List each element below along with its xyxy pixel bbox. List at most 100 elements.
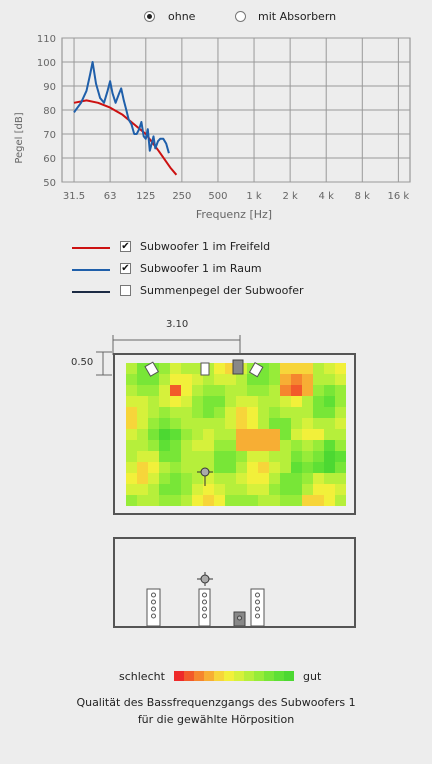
heatmap-cell[interactable]: [170, 363, 181, 374]
heatmap-cell[interactable]: [280, 396, 291, 407]
heatmap-cell[interactable]: [291, 385, 302, 396]
heatmap-cell[interactable]: [126, 473, 137, 484]
listening-position-icon[interactable]: [197, 467, 213, 486]
heatmap-cell[interactable]: [324, 363, 335, 374]
quality-heatmap[interactable]: [126, 363, 346, 506]
heatmap-cell[interactable]: [192, 385, 203, 396]
heatmap-cell[interactable]: [258, 462, 269, 473]
heatmap-cell[interactable]: [137, 451, 148, 462]
heatmap-cell[interactable]: [170, 385, 181, 396]
heatmap-cell[interactable]: [236, 484, 247, 495]
heatmap-cell[interactable]: [258, 440, 269, 451]
heatmap-cell[interactable]: [203, 473, 214, 484]
heatmap-cell[interactable]: [291, 440, 302, 451]
heatmap-cell[interactable]: [335, 473, 346, 484]
heatmap-cell[interactable]: [313, 462, 324, 473]
heatmap-cell[interactable]: [170, 440, 181, 451]
heatmap-cell[interactable]: [203, 484, 214, 495]
heatmap-cell[interactable]: [214, 484, 225, 495]
heatmap-cell[interactable]: [192, 462, 203, 473]
heatmap-cell[interactable]: [181, 495, 192, 506]
heatmap-cell[interactable]: [236, 418, 247, 429]
heatmap-cell[interactable]: [159, 396, 170, 407]
heatmap-cell[interactable]: [335, 429, 346, 440]
heatmap-cell[interactable]: [148, 429, 159, 440]
heatmap-cell[interactable]: [225, 495, 236, 506]
heatmap-cell[interactable]: [335, 363, 346, 374]
heatmap-cell[interactable]: [324, 374, 335, 385]
heatmap-cell[interactable]: [302, 462, 313, 473]
heatmap-cell[interactable]: [181, 462, 192, 473]
heatmap-cell[interactable]: [225, 374, 236, 385]
heatmap-cell[interactable]: [313, 484, 324, 495]
heatmap-cell[interactable]: [192, 374, 203, 385]
heatmap-cell[interactable]: [225, 484, 236, 495]
heatmap-cell[interactable]: [247, 418, 258, 429]
heatmap-cell[interactable]: [203, 418, 214, 429]
heatmap-cell[interactable]: [258, 495, 269, 506]
heatmap-cell[interactable]: [225, 462, 236, 473]
heatmap-cell[interactable]: [159, 484, 170, 495]
heatmap-cell[interactable]: [247, 462, 258, 473]
heatmap-cell[interactable]: [203, 495, 214, 506]
heatmap-cell[interactable]: [225, 429, 236, 440]
heatmap-cell[interactable]: [192, 407, 203, 418]
heatmap-cell[interactable]: [159, 440, 170, 451]
heatmap-cell[interactable]: [258, 484, 269, 495]
heatmap-cell[interactable]: [148, 484, 159, 495]
heatmap-cell[interactable]: [236, 495, 247, 506]
heatmap-cell[interactable]: [269, 374, 280, 385]
heatmap-cell[interactable]: [148, 462, 159, 473]
heatmap-cell[interactable]: [170, 374, 181, 385]
heatmap-cell[interactable]: [324, 407, 335, 418]
heatmap-cell[interactable]: [313, 396, 324, 407]
heatmap-cell[interactable]: [225, 407, 236, 418]
heatmap-cell[interactable]: [269, 473, 280, 484]
heatmap-cell[interactable]: [126, 440, 137, 451]
heatmap-cell[interactable]: [137, 385, 148, 396]
heatmap-cell[interactable]: [159, 462, 170, 473]
heatmap-cell[interactable]: [126, 429, 137, 440]
heatmap-cell[interactable]: [126, 374, 137, 385]
heatmap-cell[interactable]: [203, 462, 214, 473]
heatmap-cell[interactable]: [313, 407, 324, 418]
heatmap-cell[interactable]: [203, 374, 214, 385]
heatmap-cell[interactable]: [126, 495, 137, 506]
heatmap-cell[interactable]: [225, 385, 236, 396]
heatmap-cell[interactable]: [137, 495, 148, 506]
heatmap-cell[interactable]: [214, 495, 225, 506]
heatmap-cell[interactable]: [324, 473, 335, 484]
heatmap-cell[interactable]: [247, 440, 258, 451]
heatmap-cell[interactable]: [170, 429, 181, 440]
heatmap-cell[interactable]: [137, 374, 148, 385]
heatmap-cell[interactable]: [236, 473, 247, 484]
heatmap-cell[interactable]: [148, 374, 159, 385]
heatmap-cell[interactable]: [181, 385, 192, 396]
heatmap-cell[interactable]: [302, 451, 313, 462]
heatmap-cell[interactable]: [192, 440, 203, 451]
heatmap-cell[interactable]: [137, 396, 148, 407]
heatmap-cell[interactable]: [335, 418, 346, 429]
heatmap-cell[interactable]: [225, 418, 236, 429]
heatmap-cell[interactable]: [258, 418, 269, 429]
heatmap-cell[interactable]: [181, 440, 192, 451]
heatmap-cell[interactable]: [203, 385, 214, 396]
heatmap-cell[interactable]: [324, 418, 335, 429]
heatmap-cell[interactable]: [137, 363, 148, 374]
heatmap-cell[interactable]: [236, 407, 247, 418]
heatmap-cell[interactable]: [181, 374, 192, 385]
heatmap-cell[interactable]: [258, 374, 269, 385]
heatmap-cell[interactable]: [148, 418, 159, 429]
heatmap-cell[interactable]: [313, 429, 324, 440]
heatmap-cell[interactable]: [159, 451, 170, 462]
heatmap-cell[interactable]: [148, 396, 159, 407]
heatmap-cell[interactable]: [225, 440, 236, 451]
heatmap-cell[interactable]: [280, 363, 291, 374]
heatmap-cell[interactable]: [214, 462, 225, 473]
speaker-center[interactable]: [200, 362, 210, 376]
heatmap-cell[interactable]: [126, 418, 137, 429]
heatmap-cell[interactable]: [170, 462, 181, 473]
heatmap-cell[interactable]: [291, 495, 302, 506]
heatmap-cell[interactable]: [192, 418, 203, 429]
heatmap-cell[interactable]: [269, 462, 280, 473]
